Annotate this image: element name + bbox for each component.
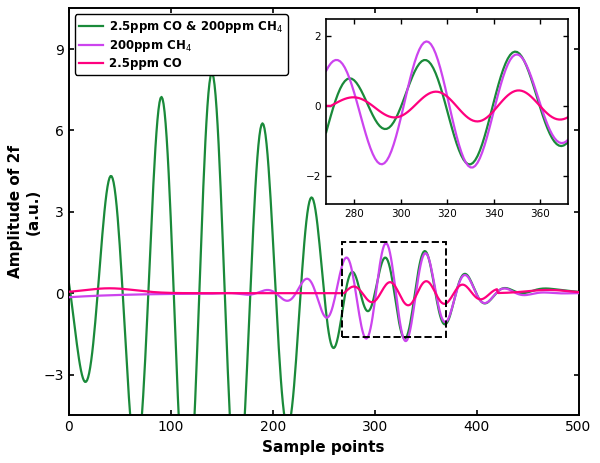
2.5ppm CO (251, 290, 258, 296)
2.5ppm CO & 200ppm CH$_4$ (401, 336, 409, 341)
2.5ppm CO & 200ppm CH$_4$ (489, 294, 496, 300)
200ppm CH$_4$ (489, 294, 496, 300)
200ppm CH$_4$ (65, 294, 73, 300)
X-axis label: Sample points: Sample points (262, 440, 385, 455)
Legend: 2.5ppm CO & 200ppm CH$_4$, 200ppm CH$_4$, 2.5ppm CO: 2.5ppm CO & 200ppm CH$_4$, 200ppm CH$_4$… (74, 14, 287, 75)
200ppm CH$_4$ (394, 307, 401, 312)
2.5ppm CO & 200ppm CH$_4$ (215, 142, 222, 147)
2.5ppm CO & 200ppm CH$_4$ (65, 279, 73, 285)
2.5ppm CO (400, 298, 407, 304)
200ppm CH$_4$ (213, 291, 220, 296)
2.5ppm CO (423, 278, 430, 284)
2.5ppm CO (191, 290, 199, 296)
2.5ppm CO (213, 290, 220, 296)
Bar (342, 242, 446, 337)
Y-axis label: Amplitude of 2f
(a.u.): Amplitude of 2f (a.u.) (8, 145, 41, 278)
2.5ppm CO & 200ppm CH$_4$ (253, 169, 260, 175)
200ppm CH$_4$ (401, 338, 409, 344)
200ppm CH$_4$ (382, 240, 389, 246)
2.5ppm CO (65, 289, 73, 294)
Line: 200ppm CH$_4$: 200ppm CH$_4$ (69, 243, 578, 341)
2.5ppm CO (575, 289, 582, 295)
200ppm CH$_4$ (251, 291, 258, 297)
2.5ppm CO & 200ppm CH$_4$ (575, 289, 582, 294)
200ppm CH$_4$ (575, 290, 582, 296)
Line: 2.5ppm CO: 2.5ppm CO (69, 281, 578, 305)
2.5ppm CO (394, 287, 401, 292)
Line: 2.5ppm CO & 200ppm CH$_4$: 2.5ppm CO & 200ppm CH$_4$ (69, 74, 578, 463)
2.5ppm CO & 200ppm CH$_4$ (395, 319, 403, 325)
2.5ppm CO (489, 288, 496, 294)
2.5ppm CO (404, 302, 412, 308)
200ppm CH$_4$ (191, 291, 199, 296)
200ppm CH$_4$ (401, 337, 408, 343)
2.5ppm CO & 200ppm CH$_4$ (208, 71, 215, 76)
2.5ppm CO & 200ppm CH$_4$ (193, 373, 200, 378)
